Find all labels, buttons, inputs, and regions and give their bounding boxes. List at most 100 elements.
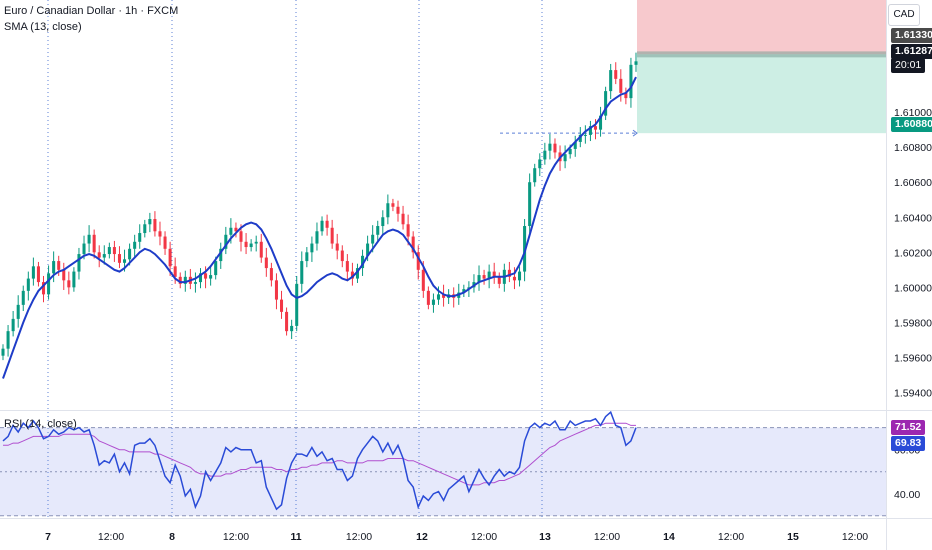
price-tick-label: 1.59800: [894, 317, 932, 329]
price-tick-label: 1.61000: [894, 107, 932, 119]
candle: [219, 248, 223, 262]
time-tick-label: 8: [169, 531, 175, 543]
candle: [528, 182, 532, 227]
candle: [421, 269, 425, 291]
candle: [634, 61, 638, 65]
sma-legend[interactable]: SMA (13, close): [4, 21, 82, 33]
candle: [482, 275, 486, 279]
price-tick-label: 1.60600: [894, 177, 932, 189]
candle: [315, 231, 319, 244]
candle: [11, 318, 15, 332]
candle: [87, 234, 91, 244]
candle: [92, 234, 96, 253]
candle: [117, 254, 121, 263]
candle: [320, 220, 324, 232]
candle: [285, 311, 289, 332]
candle: [381, 217, 385, 227]
candle: [259, 241, 263, 258]
symbol-title[interactable]: Euro / Canadian Dollar · 1h · FXCM: [4, 5, 179, 17]
candle: [224, 234, 228, 249]
candle: [325, 220, 329, 228]
candle: [234, 227, 238, 232]
candle: [436, 294, 441, 300]
candle: [178, 276, 182, 284]
candle: [57, 261, 61, 270]
candle: [497, 276, 501, 284]
stop-zone: [637, 54, 886, 134]
candle: [629, 64, 633, 99]
candle: [507, 269, 511, 277]
candle: [204, 273, 208, 279]
candle: [244, 241, 248, 248]
rsi-legend[interactable]: RSI (14, close): [4, 418, 77, 430]
candle: [295, 283, 299, 326]
candle: [599, 115, 603, 130]
candle: [305, 252, 309, 262]
candle: [1, 348, 5, 356]
candle: [518, 271, 522, 281]
rsi-tick-label: 40.00: [894, 489, 920, 501]
candle: [543, 150, 547, 160]
candle: [112, 247, 116, 255]
currency-button[interactable]: CAD: [888, 4, 920, 26]
candle: [512, 276, 516, 281]
candle: [371, 234, 375, 244]
candle: [82, 243, 86, 255]
candle: [477, 275, 481, 283]
candle: [153, 219, 157, 232]
candle: [31, 266, 35, 279]
candle: [330, 227, 334, 244]
candle: [538, 159, 542, 169]
candle: [269, 268, 273, 281]
countdown-tag: 20:01: [891, 58, 926, 73]
candle: [391, 203, 395, 207]
target-zone: [637, 0, 886, 55]
candle: [361, 255, 365, 269]
candle: [619, 78, 623, 93]
candle: [614, 70, 618, 79]
candle: [143, 224, 147, 234]
price-tick-label: 1.60400: [894, 212, 932, 224]
candle: [52, 261, 56, 274]
candle: [548, 143, 552, 151]
candle: [350, 271, 354, 279]
candle: [355, 268, 359, 279]
candle: [583, 134, 587, 136]
candle: [300, 261, 304, 284]
candle: [249, 243, 253, 248]
candle: [335, 243, 339, 251]
candle: [411, 236, 415, 253]
candle: [492, 271, 496, 277]
time-tick-label: 12: [416, 531, 428, 543]
candle: [310, 243, 314, 253]
time-tick-label: 12:00: [718, 531, 744, 543]
candle: [47, 273, 51, 295]
candle: [376, 226, 380, 235]
candle: [401, 213, 405, 225]
candle: [168, 248, 172, 267]
rsi-sma-tag: 71.52: [891, 420, 926, 435]
candle: [67, 280, 71, 288]
rsi-sma-line: [3, 422, 636, 486]
candle: [148, 219, 152, 225]
candle: [229, 227, 233, 235]
candle: [426, 290, 430, 305]
price-tick-label: 1.60800: [894, 142, 932, 154]
candle: [345, 261, 349, 272]
price-tick-label: 1.60200: [894, 247, 932, 259]
candle: [6, 331, 10, 349]
candle: [386, 203, 390, 218]
candle: [487, 271, 491, 279]
candle: [396, 206, 400, 214]
candle: [280, 299, 284, 312]
candle: [209, 275, 213, 279]
price-tick-label: 1.59400: [894, 387, 932, 399]
time-tick-label: 12:00: [346, 531, 372, 543]
candle: [158, 231, 162, 237]
time-tick-label: 12:00: [471, 531, 497, 543]
time-tick-label: 12:00: [842, 531, 868, 543]
candle: [274, 280, 278, 300]
time-tick-label: 12:00: [98, 531, 124, 543]
time-tick-label: 11: [290, 531, 301, 543]
